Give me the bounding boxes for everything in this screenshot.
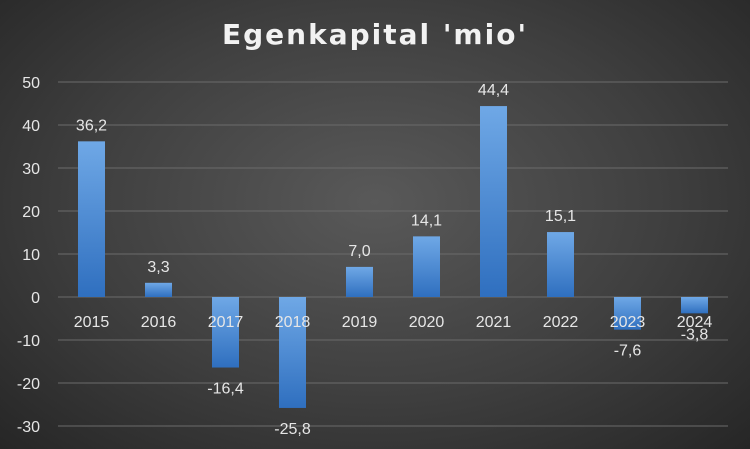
bar-2015 (78, 141, 105, 297)
bar-2017 (212, 297, 239, 368)
data-label: 3,3 (147, 259, 169, 276)
x-tick-label: 2015 (74, 314, 110, 331)
y-axis-ticks: 50 40 30 20 10 0 -10 -20 -30 (17, 75, 40, 436)
data-label: -7,6 (614, 343, 642, 360)
data-label: 44,4 (478, 82, 509, 99)
bar-2019 (346, 266, 373, 297)
x-tick-label: 2020 (409, 314, 445, 331)
data-label: 14,1 (411, 212, 442, 229)
x-tick-label: 2021 (476, 314, 512, 331)
bar-2016 (145, 282, 172, 297)
data-label: 7,0 (348, 243, 370, 260)
x-tick-label: 2017 (208, 314, 244, 331)
bar-2022 (547, 232, 574, 297)
y-tick-label: 10 (22, 247, 40, 264)
bars (78, 106, 708, 408)
data-labels: 36,2 3,3 -16,4 -25,8 7,0 14,1 44,4 15,1 -7,6 -3,8 (76, 82, 708, 438)
data-label: -3,8 (681, 326, 709, 343)
bar-2020 (413, 236, 440, 297)
y-tick-label: -10 (17, 333, 40, 350)
x-axis-labels: 2015 2016 2017 2018 2019 2020 2021 2022 2023 2024 (74, 314, 713, 331)
data-label: -16,4 (207, 381, 244, 398)
y-tick-label: 20 (22, 204, 40, 221)
y-tick-label: 30 (22, 161, 40, 178)
x-tick-label: 2023 (610, 314, 646, 331)
gridlines (58, 81, 728, 427)
y-tick-label: -20 (17, 376, 40, 393)
y-tick-label: -30 (17, 419, 40, 436)
data-label: 15,1 (545, 208, 576, 225)
bar-2023 (614, 297, 641, 330)
data-label: -25,8 (274, 421, 311, 438)
x-tick-label: 2016 (141, 314, 177, 331)
x-tick-label: 2018 (275, 314, 311, 331)
y-tick-label: 40 (22, 118, 40, 135)
bar-2021 (480, 106, 507, 297)
x-tick-label: 2024 (677, 314, 713, 331)
y-tick-label: 50 (22, 75, 40, 92)
data-label: 36,2 (76, 117, 107, 134)
chart-title: Egenkapital 'mio' (221, 18, 529, 51)
bar-2018 (279, 297, 306, 408)
x-tick-label: 2019 (342, 314, 378, 331)
y-tick-label: 0 (31, 290, 40, 307)
bar-2024 (681, 297, 708, 314)
x-tick-label: 2022 (543, 314, 579, 331)
